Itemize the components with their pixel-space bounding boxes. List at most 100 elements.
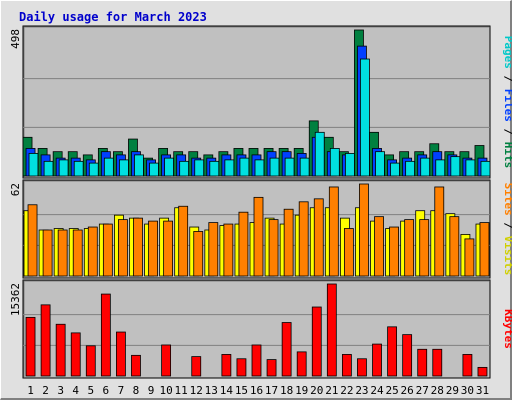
x-tick-label: 9 xyxy=(148,384,155,397)
bar-kbytes-day-5 xyxy=(85,345,96,377)
x-tick-label: 18 xyxy=(280,384,293,397)
bar-kbytes-day-30 xyxy=(462,354,473,377)
panel-sites-visits: 62 Sites / Visits xyxy=(9,179,512,279)
bar-pages-day-17 xyxy=(269,157,280,177)
bar-kbytes-day-10 xyxy=(161,344,172,377)
bar-pages-day-1 xyxy=(28,153,39,177)
bar-kbytes-day-7 xyxy=(116,331,126,377)
x-tick-label: 22 xyxy=(340,384,353,397)
y-label-part: / xyxy=(502,216,512,236)
x-tick-label: 2 xyxy=(42,384,49,397)
bar-pages-day-8 xyxy=(134,154,144,177)
bar-sites-day-9 xyxy=(148,220,158,277)
x-tick-label: 31 xyxy=(476,384,489,397)
bar-pages-day-28 xyxy=(435,159,446,177)
bar-pages-day-31 xyxy=(480,160,491,177)
x-tick-label: 5 xyxy=(87,384,94,397)
bar-sites-day-28 xyxy=(434,186,445,277)
bar-sites-day-3 xyxy=(57,229,68,277)
bar-sites-day-15 xyxy=(238,211,249,277)
panel-hits-files-pages: 498 Pages / Files / Hits xyxy=(9,25,512,179)
y-label-part: Sites xyxy=(502,183,512,216)
bar-pages-day-24 xyxy=(375,151,385,177)
y-axis-series-label: Pages / Files / Hits xyxy=(502,36,512,169)
bar-kbytes-day-12 xyxy=(191,356,202,377)
bar-kbytes-day-17 xyxy=(266,359,277,377)
bar-kbytes-day-20 xyxy=(311,306,322,377)
y-label-part: KBytes xyxy=(502,309,512,349)
bar-pages-day-6 xyxy=(103,157,114,177)
bar-pages-day-11 xyxy=(179,160,190,177)
bar-sites-day-18 xyxy=(283,208,294,277)
bar-pages-day-25 xyxy=(390,162,400,177)
x-tick-label: 10 xyxy=(159,384,172,397)
bar-sites-day-7 xyxy=(118,219,128,277)
bar-pages-day-4 xyxy=(73,160,84,177)
bar-kbytes-day-28 xyxy=(432,348,443,377)
y-label-part: Visits xyxy=(502,236,512,276)
x-tick-label: 1 xyxy=(27,384,34,397)
bar-pages-day-2 xyxy=(43,160,54,177)
x-tick-label: 7 xyxy=(118,384,125,397)
x-tick-label: 28 xyxy=(431,384,444,397)
x-tick-label: 8 xyxy=(133,384,140,397)
bar-kbytes-day-23 xyxy=(357,358,367,377)
x-tick-label: 17 xyxy=(265,384,278,397)
bar-kbytes-day-31 xyxy=(477,366,488,377)
bar-pages-day-26 xyxy=(405,160,416,177)
y-label-part: Pages xyxy=(502,36,512,69)
bar-pages-day-3 xyxy=(58,159,69,177)
bar-pages-day-15 xyxy=(239,157,250,177)
bar-pages-day-20 xyxy=(314,131,325,177)
x-tick-label: 24 xyxy=(370,384,384,397)
bar-sites-day-24 xyxy=(374,216,384,277)
bar-sites-day-29 xyxy=(449,216,460,277)
y-max-label: 62 xyxy=(9,183,22,196)
x-tick-label: 30 xyxy=(461,384,474,397)
x-tick-label: 29 xyxy=(446,384,459,397)
bar-pages-day-16 xyxy=(254,159,265,177)
bar-kbytes-day-22 xyxy=(341,354,352,377)
x-tick-label: 14 xyxy=(220,384,234,397)
panel-kbytes: 15362 KBytes xyxy=(9,279,512,379)
bar-kbytes-day-8 xyxy=(131,354,141,377)
bar-pages-day-29 xyxy=(450,156,461,177)
y-max-label: 15362 xyxy=(9,283,22,316)
bar-pages-day-7 xyxy=(119,159,129,177)
bar-sites-day-14 xyxy=(223,223,234,277)
y-axis-series-label: KBytes xyxy=(502,309,512,349)
bar-kbytes-day-19 xyxy=(296,351,307,377)
bar-sites-day-1 xyxy=(27,204,38,277)
x-tick-label: 21 xyxy=(325,384,338,397)
bar-pages-day-9 xyxy=(149,162,159,177)
bar-pages-day-27 xyxy=(420,157,431,177)
bar-sites-day-27 xyxy=(419,219,430,277)
x-tick-label: 3 xyxy=(57,384,64,397)
x-tick-label: 15 xyxy=(235,384,248,397)
bar-sites-day-5 xyxy=(87,226,98,277)
bar-kbytes-day-3 xyxy=(55,323,66,377)
bar-pages-day-12 xyxy=(194,159,205,177)
bar-sites-day-2 xyxy=(42,229,53,277)
bar-sites-day-17 xyxy=(268,219,279,277)
bar-pages-day-21 xyxy=(329,148,340,177)
x-tick-label: 20 xyxy=(310,384,323,397)
bar-kbytes-day-27 xyxy=(417,348,428,377)
y-label-part: Hits xyxy=(502,142,512,169)
bar-kbytes-day-21 xyxy=(326,283,337,377)
bar-sites-day-31 xyxy=(479,222,490,277)
y-axis-series-label: Sites / Visits xyxy=(502,183,512,276)
bar-sites-day-30 xyxy=(464,238,475,277)
bar-pages-day-19 xyxy=(299,157,310,177)
bar-pages-day-14 xyxy=(224,159,235,177)
bar-pages-day-13 xyxy=(209,160,220,177)
bar-sites-day-26 xyxy=(404,219,415,277)
x-tick-label: 25 xyxy=(385,384,398,397)
bar-pages-day-5 xyxy=(88,162,99,177)
bar-pages-day-30 xyxy=(465,159,476,177)
x-tick-label: 12 xyxy=(190,384,203,397)
y-label-part: / xyxy=(502,122,512,142)
x-tick-label: 11 xyxy=(175,384,188,397)
x-tick-label: 16 xyxy=(250,384,263,397)
